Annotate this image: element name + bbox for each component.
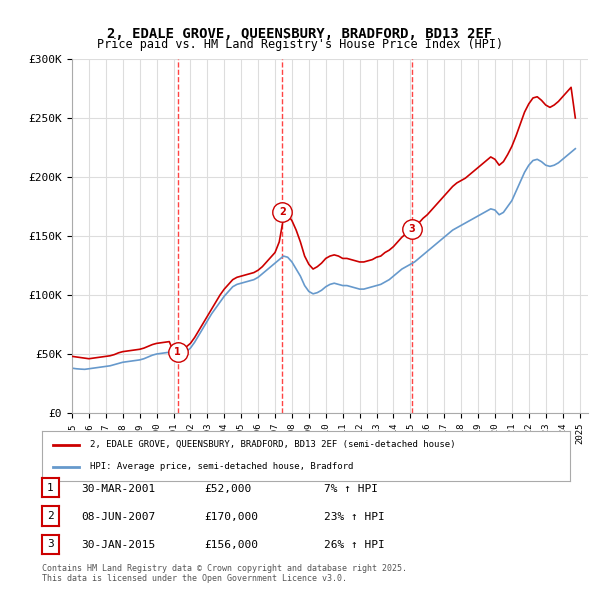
- Text: 2: 2: [47, 511, 54, 521]
- Text: £156,000: £156,000: [204, 540, 258, 550]
- Text: 1: 1: [175, 347, 181, 356]
- Text: 2, EDALE GROVE, QUEENSBURY, BRADFORD, BD13 2EF: 2, EDALE GROVE, QUEENSBURY, BRADFORD, BD…: [107, 27, 493, 41]
- Text: 30-MAR-2001: 30-MAR-2001: [81, 484, 155, 493]
- Text: Contains HM Land Registry data © Crown copyright and database right 2025.
This d: Contains HM Land Registry data © Crown c…: [42, 563, 407, 583]
- Text: £52,000: £52,000: [204, 484, 251, 493]
- Text: 23% ↑ HPI: 23% ↑ HPI: [324, 512, 385, 522]
- Text: 26% ↑ HPI: 26% ↑ HPI: [324, 540, 385, 550]
- Text: 1: 1: [47, 483, 54, 493]
- Text: £170,000: £170,000: [204, 512, 258, 522]
- Text: 3: 3: [47, 539, 54, 549]
- Text: 08-JUN-2007: 08-JUN-2007: [81, 512, 155, 522]
- Text: Price paid vs. HM Land Registry's House Price Index (HPI): Price paid vs. HM Land Registry's House …: [97, 38, 503, 51]
- Text: 2, EDALE GROVE, QUEENSBURY, BRADFORD, BD13 2EF (semi-detached house): 2, EDALE GROVE, QUEENSBURY, BRADFORD, BD…: [89, 440, 455, 449]
- Text: HPI: Average price, semi-detached house, Bradford: HPI: Average price, semi-detached house,…: [89, 463, 353, 471]
- Text: 30-JAN-2015: 30-JAN-2015: [81, 540, 155, 550]
- Text: 2: 2: [279, 208, 286, 217]
- Text: 7% ↑ HPI: 7% ↑ HPI: [324, 484, 378, 493]
- Text: 3: 3: [409, 224, 415, 234]
